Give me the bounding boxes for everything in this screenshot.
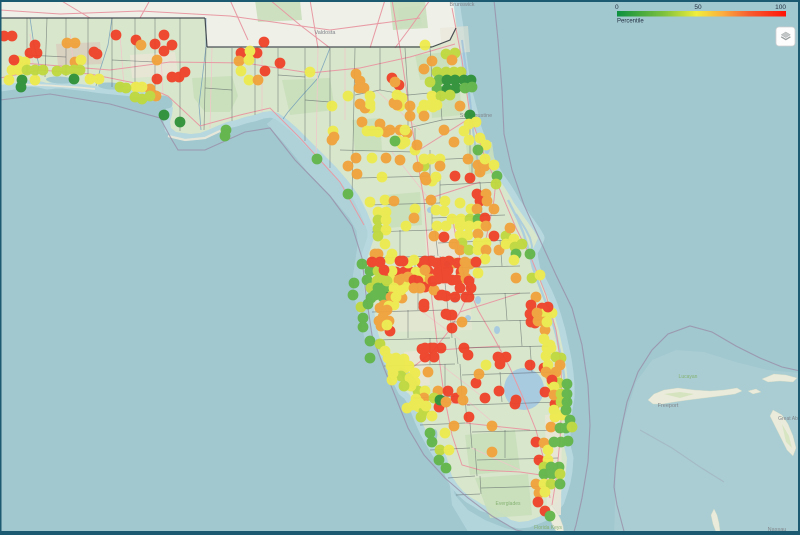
svg-text:St. Augustine: St. Augustine — [460, 113, 492, 119]
svg-text:Great Ab: Great Ab — [778, 416, 798, 422]
svg-text:Valdosta: Valdosta — [315, 30, 337, 36]
svg-text:Lucayan: Lucayan — [679, 374, 698, 380]
svg-text:Freeport: Freeport — [658, 403, 679, 409]
svg-text:Brunswick: Brunswick — [449, 2, 474, 8]
svg-text:0: 0 — [615, 4, 619, 11]
svg-text:Florida Keys: Florida Keys — [534, 525, 562, 531]
svg-text:Everglades: Everglades — [495, 501, 521, 507]
svg-text:100: 100 — [775, 4, 786, 11]
svg-text:Nassau: Nassau — [768, 527, 787, 533]
svg-text:50: 50 — [694, 4, 702, 11]
svg-text:Percentile: Percentile — [617, 19, 644, 25]
